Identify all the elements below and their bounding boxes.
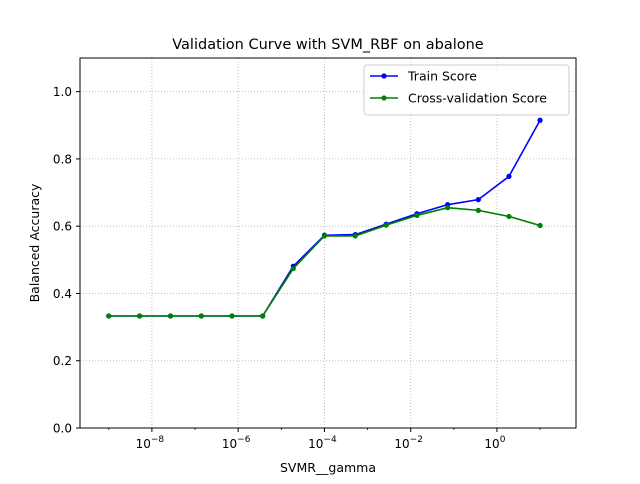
y-tick-label: 0.4 bbox=[53, 287, 72, 301]
x-tick-base: 10 bbox=[394, 437, 409, 451]
y-tick-label: 0.6 bbox=[53, 220, 72, 234]
chart-title: Validation Curve with SVM_RBF on abalone bbox=[172, 37, 484, 53]
legend-swatch-marker bbox=[381, 73, 387, 79]
series-1-point bbox=[321, 233, 328, 239]
plot-area-background bbox=[80, 58, 576, 428]
x-tick-label: 10−2 bbox=[394, 435, 423, 451]
series-1-point bbox=[475, 207, 481, 213]
series-1-point bbox=[290, 265, 296, 272]
x-tick-base: 10 bbox=[222, 437, 237, 451]
x-tick-base: 10 bbox=[484, 437, 499, 451]
x-tick-exponent: −6 bbox=[237, 435, 251, 445]
legend-label: Cross-validation Score bbox=[408, 91, 547, 106]
series-1-point bbox=[414, 212, 420, 219]
series-1-point bbox=[106, 313, 112, 319]
x-tick-exponent: −8 bbox=[151, 435, 165, 445]
legend: Train Score Cross-validation Score bbox=[363, 64, 570, 116]
y-tick-label: 1.0 bbox=[53, 85, 72, 99]
series-0-point bbox=[506, 173, 512, 179]
series-1-point bbox=[198, 313, 204, 319]
series-1-point bbox=[137, 313, 143, 319]
series-1-point bbox=[352, 233, 358, 239]
x-axis-label: SVMR__gamma bbox=[280, 460, 376, 475]
series-1-point bbox=[445, 205, 451, 211]
x-tick-exponent: −4 bbox=[323, 435, 337, 445]
series-1-point bbox=[506, 213, 512, 220]
series-layer bbox=[106, 117, 543, 319]
y-axis-label: Balanced Accuracy bbox=[27, 183, 42, 302]
x-tick-label: 10−8 bbox=[136, 435, 165, 451]
x-tick-base: 10 bbox=[308, 437, 323, 451]
x-tick-base: 10 bbox=[136, 437, 151, 451]
y-tick-label: 0.2 bbox=[53, 354, 72, 368]
series-1-point bbox=[537, 222, 543, 229]
series-0-point bbox=[475, 197, 481, 203]
x-tick-exponent: −2 bbox=[410, 435, 423, 445]
x-tick-label: 10−6 bbox=[222, 435, 251, 451]
y-tick-label: 0.8 bbox=[53, 152, 72, 166]
legend-swatch-marker bbox=[381, 95, 387, 101]
x-tick-exponent: 0 bbox=[500, 435, 506, 445]
legend-label: Train Score bbox=[407, 69, 477, 84]
series-1-point bbox=[167, 313, 174, 319]
series-1-point bbox=[229, 313, 235, 319]
x-tick-label: 100 bbox=[484, 435, 505, 451]
legend-box bbox=[363, 64, 570, 116]
series-0-point bbox=[537, 117, 543, 123]
series-1-point bbox=[260, 313, 266, 319]
y-tick-label: 0.0 bbox=[53, 422, 72, 436]
axes-frame bbox=[79, 57, 577, 429]
x-tick-label: 10−4 bbox=[308, 435, 337, 451]
series-1-point bbox=[383, 222, 389, 228]
